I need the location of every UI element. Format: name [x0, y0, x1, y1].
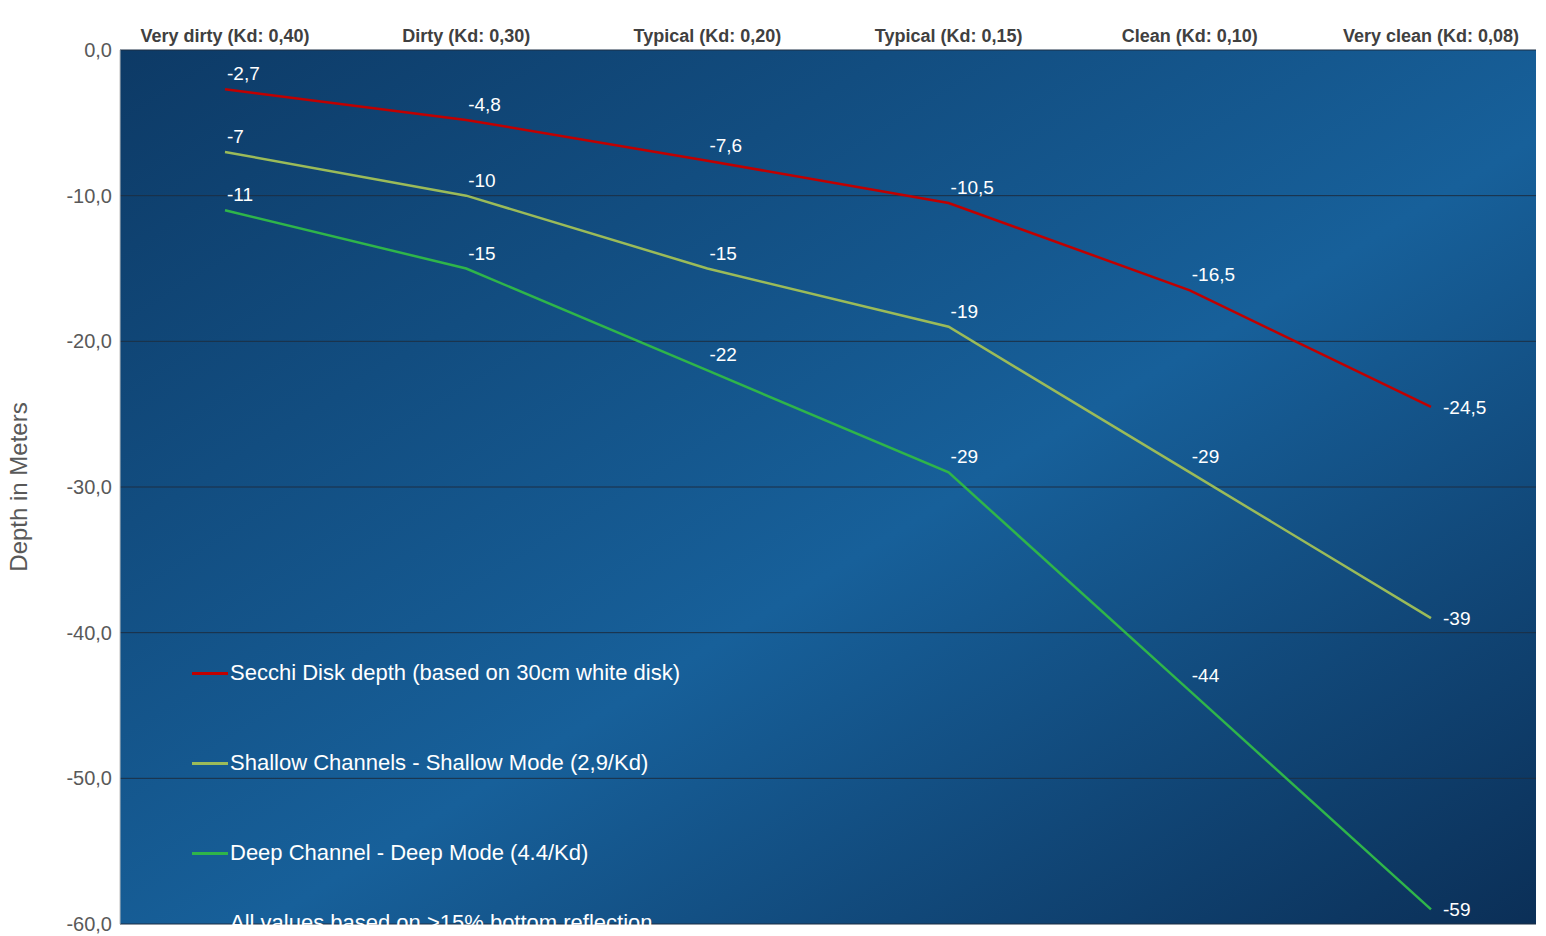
svg-text:-15: -15 — [468, 243, 495, 264]
svg-text:-2,7: -2,7 — [227, 63, 260, 84]
svg-text:-44: -44 — [1192, 665, 1220, 686]
svg-text:-10,0: -10,0 — [66, 185, 112, 207]
svg-text:-30,0: -30,0 — [66, 476, 112, 498]
svg-text:-15: -15 — [709, 243, 736, 264]
svg-text:Very dirty (Kd: 0,40): Very dirty (Kd: 0,40) — [140, 26, 309, 46]
html-text:Deep Channel - Deep Mode (4.4/: Deep Channel - Deep Mode (4.4/Kd) — [230, 840, 589, 865]
svg-text:-22: -22 — [709, 344, 736, 365]
html-text:All values based on >15% botto: All values based on >15% bottom reflecti… — [230, 910, 659, 935]
svg-text:0,0: 0,0 — [84, 39, 112, 61]
svg-text:-40,0: -40,0 — [66, 622, 112, 644]
svg-text:Typical (Kd: 0,20): Typical (Kd: 0,20) — [634, 26, 782, 46]
svg-text:-4,8: -4,8 — [468, 94, 501, 115]
svg-text:Typical (Kd: 0,15): Typical (Kd: 0,15) — [875, 26, 1023, 46]
svg-text:-16,5: -16,5 — [1192, 264, 1235, 285]
svg-text:-50,0: -50,0 — [66, 767, 112, 789]
svg-text:-10: -10 — [468, 170, 495, 191]
svg-text:Depth in Meters: Depth in Meters — [5, 402, 32, 571]
svg-text:-24,5: -24,5 — [1443, 397, 1486, 418]
svg-text:-10,5: -10,5 — [951, 177, 994, 198]
html-text:Shallow Channels - Shallow Mod: Shallow Channels - Shallow Mode (2,9/Kd) — [230, 750, 649, 775]
svg-text:-7,6: -7,6 — [709, 135, 742, 156]
svg-text:-7: -7 — [227, 126, 244, 147]
svg-text:Dirty (Kd: 0,30): Dirty (Kd: 0,30) — [402, 26, 530, 46]
svg-text:-59: -59 — [1443, 899, 1470, 920]
svg-text:Clean (Kd: 0,10): Clean (Kd: 0,10) — [1122, 26, 1258, 46]
svg-text:-39: -39 — [1443, 608, 1470, 629]
svg-text:-20,0: -20,0 — [66, 330, 112, 352]
svg-text:-60,0: -60,0 — [66, 913, 112, 935]
svg-text:-11: -11 — [227, 184, 253, 205]
html-text:Secchi Disk depth (based on 30: Secchi Disk depth (based on 30cm white d… — [230, 660, 680, 685]
svg-text:-29: -29 — [1192, 446, 1219, 467]
svg-text:-19: -19 — [951, 301, 978, 322]
svg-text:Very clean (Kd: 0,08): Very clean (Kd: 0,08) — [1343, 26, 1519, 46]
svg-text:-29: -29 — [951, 446, 978, 467]
